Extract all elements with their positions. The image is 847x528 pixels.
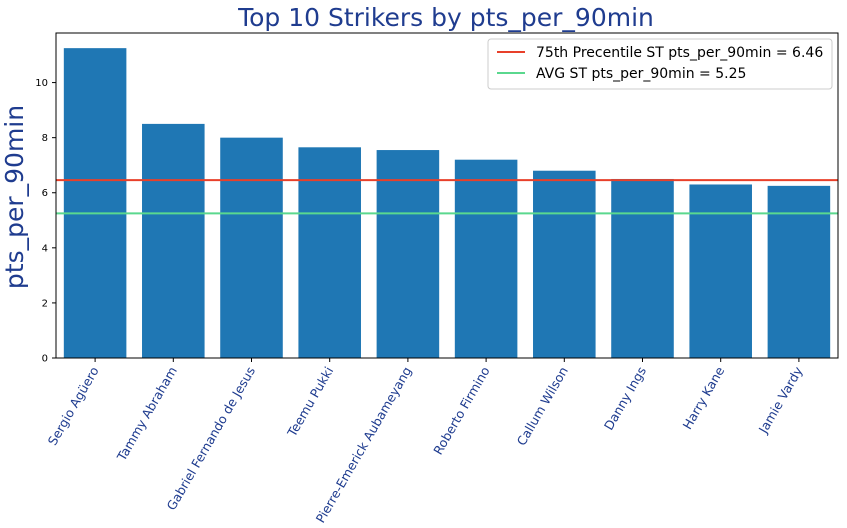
x-tick-label: Gabriel Fernando de Jesus	[164, 364, 259, 513]
bar	[689, 184, 752, 358]
y-axis-ticks: 0 2 4 6 8 10	[35, 78, 56, 365]
y-tick-label: 2	[42, 298, 48, 309]
y-tick-label: 0	[42, 354, 48, 365]
legend: 75th Precentile ST pts_per_90min = 6.46 A…	[487, 38, 833, 90]
reference-lines-group	[56, 179, 838, 215]
bar	[298, 147, 361, 358]
bar	[611, 178, 674, 358]
bar	[63, 48, 127, 358]
chart-title: Top 10 Strikers by pts_per_90min	[237, 3, 654, 32]
bar	[533, 170, 596, 358]
legend-label: AVG ST pts_per_90min = 5.25	[536, 66, 746, 82]
x-tick-label: Sergio Agüero	[45, 364, 102, 448]
x-tick-label: Roberto Firmino	[430, 364, 492, 457]
x-tick-label: Danny Ings	[601, 364, 649, 433]
bars-group	[63, 48, 831, 358]
x-tick-label: Harry Kane	[679, 364, 727, 432]
x-tick-label: Jamie Vardy	[755, 363, 806, 436]
x-tick-label: Tammy Abraham	[113, 364, 179, 464]
bar	[220, 137, 283, 358]
y-tick-label: 10	[35, 78, 48, 89]
y-tick-label: 4	[42, 243, 48, 254]
y-tick-label: 8	[42, 133, 48, 144]
bar	[142, 123, 205, 358]
y-axis-label: pts_per_90min	[0, 105, 29, 289]
legend-box	[487, 38, 833, 90]
plot-area-frame	[55, 32, 839, 359]
x-tick-label: Callum Wilson	[514, 364, 571, 448]
bar	[767, 185, 831, 358]
legend-label: 75th Precentile ST pts_per_90min = 6.46	[536, 45, 823, 61]
x-tick-label: Teemu Pukki	[284, 364, 337, 440]
x-tick-label: Pierre-Emerick Aubameyang	[313, 364, 415, 525]
y-tick-label: 6	[42, 188, 48, 199]
bar	[376, 150, 440, 358]
bar	[454, 159, 518, 358]
